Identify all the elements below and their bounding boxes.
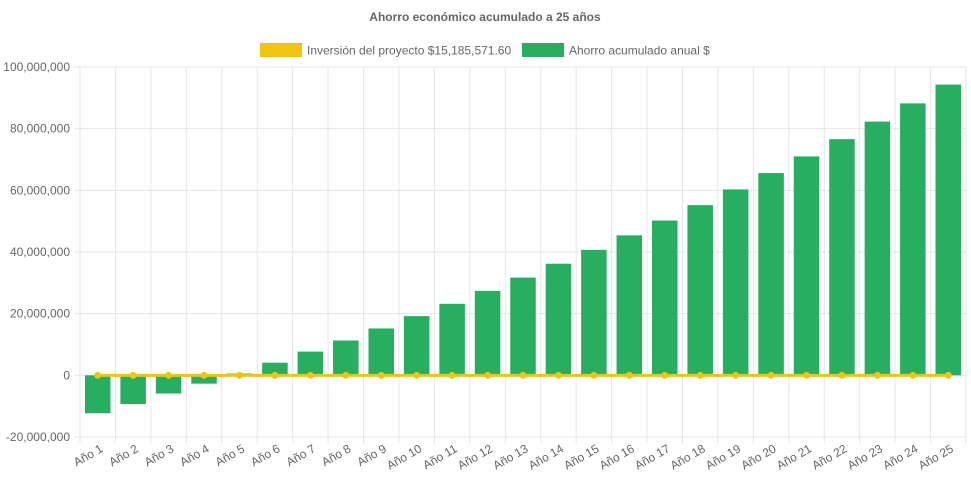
legend-label-ahorro[interactable]: Ahorro acumulado anual $ xyxy=(569,44,710,58)
bar-ahorro[interactable] xyxy=(545,263,572,376)
bar-ahorro[interactable] xyxy=(793,156,820,376)
x-tick-label: Año 24 xyxy=(880,441,920,472)
x-tick-label: Año 6 xyxy=(248,441,282,469)
y-tick-label: -20,000,000 xyxy=(6,430,70,444)
y-tick-label: 80,000,000 xyxy=(10,122,70,136)
investment-point[interactable] xyxy=(625,371,633,379)
x-tick-label: Año 10 xyxy=(384,441,424,472)
investment-point[interactable] xyxy=(519,371,527,379)
investment-point[interactable] xyxy=(484,371,492,379)
investment-point[interactable] xyxy=(200,371,208,379)
investment-point[interactable] xyxy=(413,371,421,379)
y-tick-label: 20,000,000 xyxy=(10,307,70,321)
x-tick-label: Año 1 xyxy=(71,441,105,469)
x-tick-label: Año 16 xyxy=(597,441,637,472)
investment-point[interactable] xyxy=(554,371,562,379)
bar-ahorro[interactable] xyxy=(84,375,111,414)
investment-point[interactable] xyxy=(944,371,952,379)
investment-point[interactable] xyxy=(803,371,811,379)
investment-point[interactable] xyxy=(129,371,137,379)
x-tick-label: Año 19 xyxy=(703,441,743,472)
bar-ahorro[interactable] xyxy=(616,235,643,376)
x-tick-label: Año 20 xyxy=(739,441,779,472)
x-tick-label: Año 17 xyxy=(632,441,672,472)
bar-ahorro[interactable] xyxy=(120,375,146,405)
y-tick-label: 40,000,000 xyxy=(10,245,70,259)
x-tick-label: Año 13 xyxy=(491,441,531,472)
bar-ahorro[interactable] xyxy=(864,121,891,376)
bar-ahorro[interactable] xyxy=(687,205,713,376)
x-tick-label: Año 21 xyxy=(774,441,814,472)
bars xyxy=(84,84,962,414)
x-tick-label: Año 7 xyxy=(284,441,318,469)
chart-title: Ahorro económico acumulado a 25 años xyxy=(369,10,601,24)
bar-ahorro[interactable] xyxy=(333,340,359,376)
bar-ahorro[interactable] xyxy=(722,189,749,376)
investment-point[interactable] xyxy=(590,371,598,379)
x-tick-label: Año 9 xyxy=(355,441,389,469)
investment-point[interactable] xyxy=(271,371,279,379)
investment-line xyxy=(94,371,952,379)
legend-label-inversion[interactable]: Inversión del proyecto $15,185,571.60 xyxy=(307,44,511,58)
x-tick-label: Año 23 xyxy=(845,441,885,472)
bar-ahorro[interactable] xyxy=(652,220,678,376)
y-tick-label: 60,000,000 xyxy=(10,183,70,197)
y-tick-label: 100,000,000 xyxy=(3,60,70,74)
investment-point[interactable] xyxy=(94,371,102,379)
bar-ahorro[interactable] xyxy=(510,277,536,376)
x-tick-label: Año 15 xyxy=(561,441,601,472)
investment-point[interactable] xyxy=(377,371,385,379)
x-tick-label: Año 18 xyxy=(668,441,708,472)
x-tick-label: Año 4 xyxy=(177,441,211,469)
bar-ahorro[interactable] xyxy=(474,290,501,376)
bar-ahorro[interactable] xyxy=(297,351,324,376)
x-tick-label: Año 22 xyxy=(810,441,850,472)
x-tick-label: Año 3 xyxy=(142,441,176,469)
investment-point[interactable] xyxy=(732,371,740,379)
x-axis-ticks: Año 1 Año 2 Año 3 Año 4 Año 5 Año 6 Año 7 Año 8… xyxy=(71,441,956,472)
y-axis-ticks: 100,000,000 80,000,000 60,000,000 40,000,00… xyxy=(3,60,70,444)
investment-point[interactable] xyxy=(767,371,775,379)
bar-ahorro[interactable] xyxy=(191,375,217,384)
investment-point[interactable] xyxy=(909,371,917,379)
bar-ahorro[interactable] xyxy=(935,84,962,376)
investment-point[interactable] xyxy=(838,371,846,379)
legend-swatch-ahorro[interactable] xyxy=(522,43,564,57)
investment-point[interactable] xyxy=(448,371,456,379)
x-tick-label: Año 14 xyxy=(526,441,566,472)
bar-ahorro[interactable] xyxy=(155,375,182,394)
x-tick-label: Año 12 xyxy=(455,441,495,472)
bar-ahorro[interactable] xyxy=(900,103,926,376)
bar-ahorro[interactable] xyxy=(581,249,607,376)
bar-ahorro[interactable] xyxy=(439,303,465,376)
investment-point[interactable] xyxy=(873,371,881,379)
x-tick-label: Año 5 xyxy=(213,441,247,469)
x-tick-label: Año 2 xyxy=(107,441,141,469)
investment-point[interactable] xyxy=(661,371,669,379)
investment-point[interactable] xyxy=(696,371,704,379)
y-tick-label: 0 xyxy=(63,368,70,382)
x-tick-label: Año 25 xyxy=(916,441,956,472)
legend-swatch-inversion[interactable] xyxy=(260,43,302,57)
legend: Inversión del proyecto $15,185,571.60 Ah… xyxy=(260,43,710,58)
bar-ahorro[interactable] xyxy=(262,362,288,376)
investment-point[interactable] xyxy=(342,371,350,379)
bar-ahorro[interactable] xyxy=(368,328,394,376)
investment-point[interactable] xyxy=(165,371,173,379)
bar-ahorro[interactable] xyxy=(829,139,855,376)
bar-ahorro[interactable] xyxy=(403,316,430,376)
investment-point[interactable] xyxy=(235,371,243,379)
x-tick-label: Año 8 xyxy=(319,441,353,469)
investment-point[interactable] xyxy=(306,371,314,379)
bar-ahorro[interactable] xyxy=(758,173,784,376)
x-tick-label: Año 11 xyxy=(420,441,459,472)
